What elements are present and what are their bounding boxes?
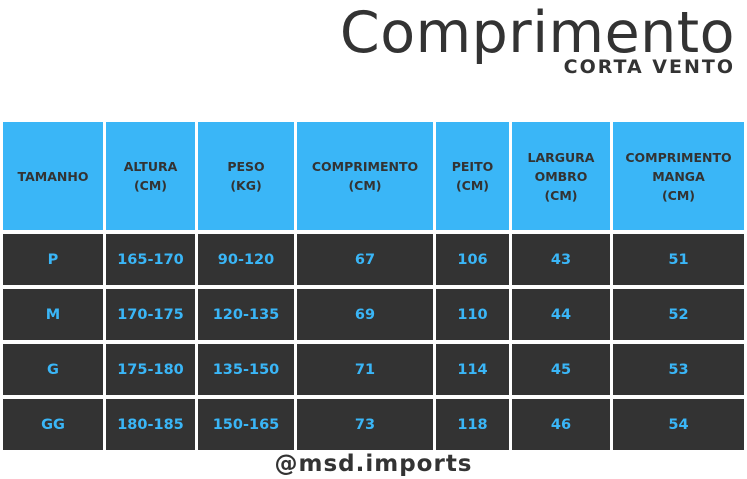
table-row: M 170-175 120-135 69 110 44 52 <box>3 289 744 340</box>
column-header-peito: PEITO (CM) <box>436 122 509 230</box>
cell-tamanho: P <box>3 234 103 285</box>
column-header-tamanho: TAMANHO <box>3 122 103 230</box>
page-title: Comprimento <box>339 0 735 66</box>
cell-comprimento-manga: 54 <box>613 399 744 450</box>
cell-comprimento: 71 <box>297 344 433 395</box>
column-header-largura-ombro: LARGURA OMBRO (CM) <box>512 122 610 230</box>
cell-peso: 135-150 <box>198 344 294 395</box>
column-header-peso: PESO (KG) <box>198 122 294 230</box>
cell-peito: 106 <box>436 234 509 285</box>
cell-tamanho: M <box>3 289 103 340</box>
size-table: TAMANHO ALTURA (CM) PESO (KG) COMPRIMENT… <box>0 118 747 454</box>
cell-altura: 165-170 <box>106 234 195 285</box>
cell-altura: 180-185 <box>106 399 195 450</box>
cell-peito: 118 <box>436 399 509 450</box>
cell-comprimento: 73 <box>297 399 433 450</box>
cell-largura-ombro: 43 <box>512 234 610 285</box>
cell-largura-ombro: 45 <box>512 344 610 395</box>
cell-altura: 170-175 <box>106 289 195 340</box>
cell-largura-ombro: 44 <box>512 289 610 340</box>
cell-tamanho: G <box>3 344 103 395</box>
table-row: P 165-170 90-120 67 106 43 51 <box>3 234 744 285</box>
column-header-comprimento-manga: COMPRIMENTO MANGA (CM) <box>613 122 744 230</box>
cell-largura-ombro: 46 <box>512 399 610 450</box>
cell-peito: 110 <box>436 289 509 340</box>
cell-peso: 90-120 <box>198 234 294 285</box>
cell-comprimento-manga: 51 <box>613 234 744 285</box>
cell-altura: 175-180 <box>106 344 195 395</box>
page-subtitle: CORTA VENTO <box>563 56 735 78</box>
cell-peso: 150-165 <box>198 399 294 450</box>
table-header-row: TAMANHO ALTURA (CM) PESO (KG) COMPRIMENT… <box>3 122 744 230</box>
column-header-altura: ALTURA (CM) <box>106 122 195 230</box>
instagram-handle: @msd.imports <box>274 451 473 477</box>
cell-comprimento-manga: 53 <box>613 344 744 395</box>
column-header-comprimento: COMPRIMENTO (CM) <box>297 122 433 230</box>
cell-comprimento-manga: 52 <box>613 289 744 340</box>
cell-comprimento: 69 <box>297 289 433 340</box>
table-row: GG 180-185 150-165 73 118 46 54 <box>3 399 744 450</box>
cell-comprimento: 67 <box>297 234 433 285</box>
cell-peso: 120-135 <box>198 289 294 340</box>
cell-peito: 114 <box>436 344 509 395</box>
table-row: G 175-180 135-150 71 114 45 53 <box>3 344 744 395</box>
cell-tamanho: GG <box>3 399 103 450</box>
